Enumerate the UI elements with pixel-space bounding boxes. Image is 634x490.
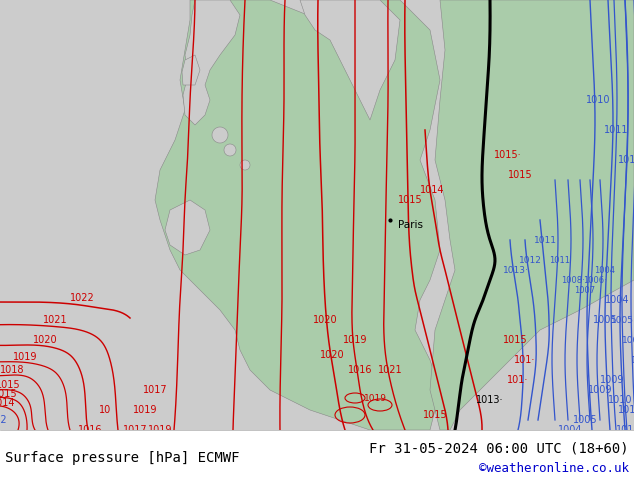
Text: 1019: 1019 <box>133 405 157 415</box>
Text: 1016: 1016 <box>348 365 372 375</box>
Polygon shape <box>155 0 440 430</box>
Text: 101·: 101· <box>507 375 529 385</box>
Text: 1014: 1014 <box>420 185 444 195</box>
Text: 1014: 1014 <box>0 398 15 408</box>
Text: Surface pressure [hPa] ECMWF: Surface pressure [hPa] ECMWF <box>5 451 240 465</box>
Text: 1020: 1020 <box>320 350 344 360</box>
Text: 1009: 1009 <box>630 356 634 365</box>
Text: 1005: 1005 <box>573 415 597 425</box>
Text: 1008·: 1008· <box>561 275 585 285</box>
Text: 1015: 1015 <box>423 410 448 420</box>
Text: 1017: 1017 <box>123 425 147 435</box>
Text: 1015: 1015 <box>0 389 17 399</box>
Bar <box>0 430 634 490</box>
Text: 1015: 1015 <box>0 380 20 390</box>
Text: 1012: 1012 <box>0 415 8 425</box>
Circle shape <box>240 160 250 170</box>
Circle shape <box>212 127 228 143</box>
Text: Paris: Paris <box>398 220 423 230</box>
Polygon shape <box>182 55 200 85</box>
Text: 1005: 1005 <box>593 315 618 325</box>
Text: 10: 10 <box>99 405 111 415</box>
Text: 1011: 1011 <box>550 255 571 265</box>
Text: 1016: 1016 <box>78 425 102 435</box>
Text: 1019: 1019 <box>343 335 367 345</box>
Text: 101·: 101· <box>514 355 536 365</box>
Text: ©weatheronline.co.uk: ©weatheronline.co.uk <box>479 462 629 474</box>
Polygon shape <box>300 0 400 120</box>
Text: 1004: 1004 <box>595 266 616 274</box>
Text: 1004: 1004 <box>558 425 582 435</box>
Text: 1010: 1010 <box>608 395 632 405</box>
Text: 1021: 1021 <box>378 365 403 375</box>
Text: 1013·: 1013· <box>476 395 504 405</box>
Text: 1006·: 1006· <box>583 275 607 285</box>
Text: 1019: 1019 <box>13 352 37 362</box>
Text: 1015: 1015 <box>508 170 533 180</box>
Text: 1018: 1018 <box>0 365 24 375</box>
Text: 1009: 1009 <box>588 385 612 395</box>
Text: 1009: 1009 <box>600 375 624 385</box>
Text: 1007: 1007 <box>574 286 595 294</box>
Text: 1015: 1015 <box>398 195 422 205</box>
Text: 1020: 1020 <box>313 315 337 325</box>
Text: 1012: 1012 <box>519 255 541 265</box>
Text: Fr 31-05-2024 06:00 UTC (18+60): Fr 31-05-2024 06:00 UTC (18+60) <box>370 441 629 455</box>
Polygon shape <box>183 0 240 125</box>
Text: 1013·: 1013· <box>503 266 529 274</box>
Text: 1017: 1017 <box>143 385 167 395</box>
Text: 1015: 1015 <box>503 335 527 345</box>
Text: 1011: 1011 <box>616 425 634 435</box>
Text: 1011: 1011 <box>604 125 628 135</box>
Text: 1021: 1021 <box>42 315 67 325</box>
Text: 1005: 1005 <box>611 316 633 324</box>
Text: 1010: 1010 <box>586 95 611 105</box>
Circle shape <box>224 144 236 156</box>
Text: 1004: 1004 <box>605 295 630 305</box>
Text: 1019: 1019 <box>363 393 387 402</box>
Text: 1004: 1004 <box>621 336 634 344</box>
Polygon shape <box>430 0 634 430</box>
Text: 1011: 1011 <box>533 236 557 245</box>
Text: 1019: 1019 <box>148 425 172 435</box>
Text: 1020: 1020 <box>33 335 57 345</box>
Text: 1015·: 1015· <box>494 150 522 160</box>
Text: 1010: 1010 <box>618 405 634 415</box>
Text: 1022: 1022 <box>70 293 94 303</box>
Polygon shape <box>165 200 210 255</box>
Text: 1010: 1010 <box>618 155 634 165</box>
